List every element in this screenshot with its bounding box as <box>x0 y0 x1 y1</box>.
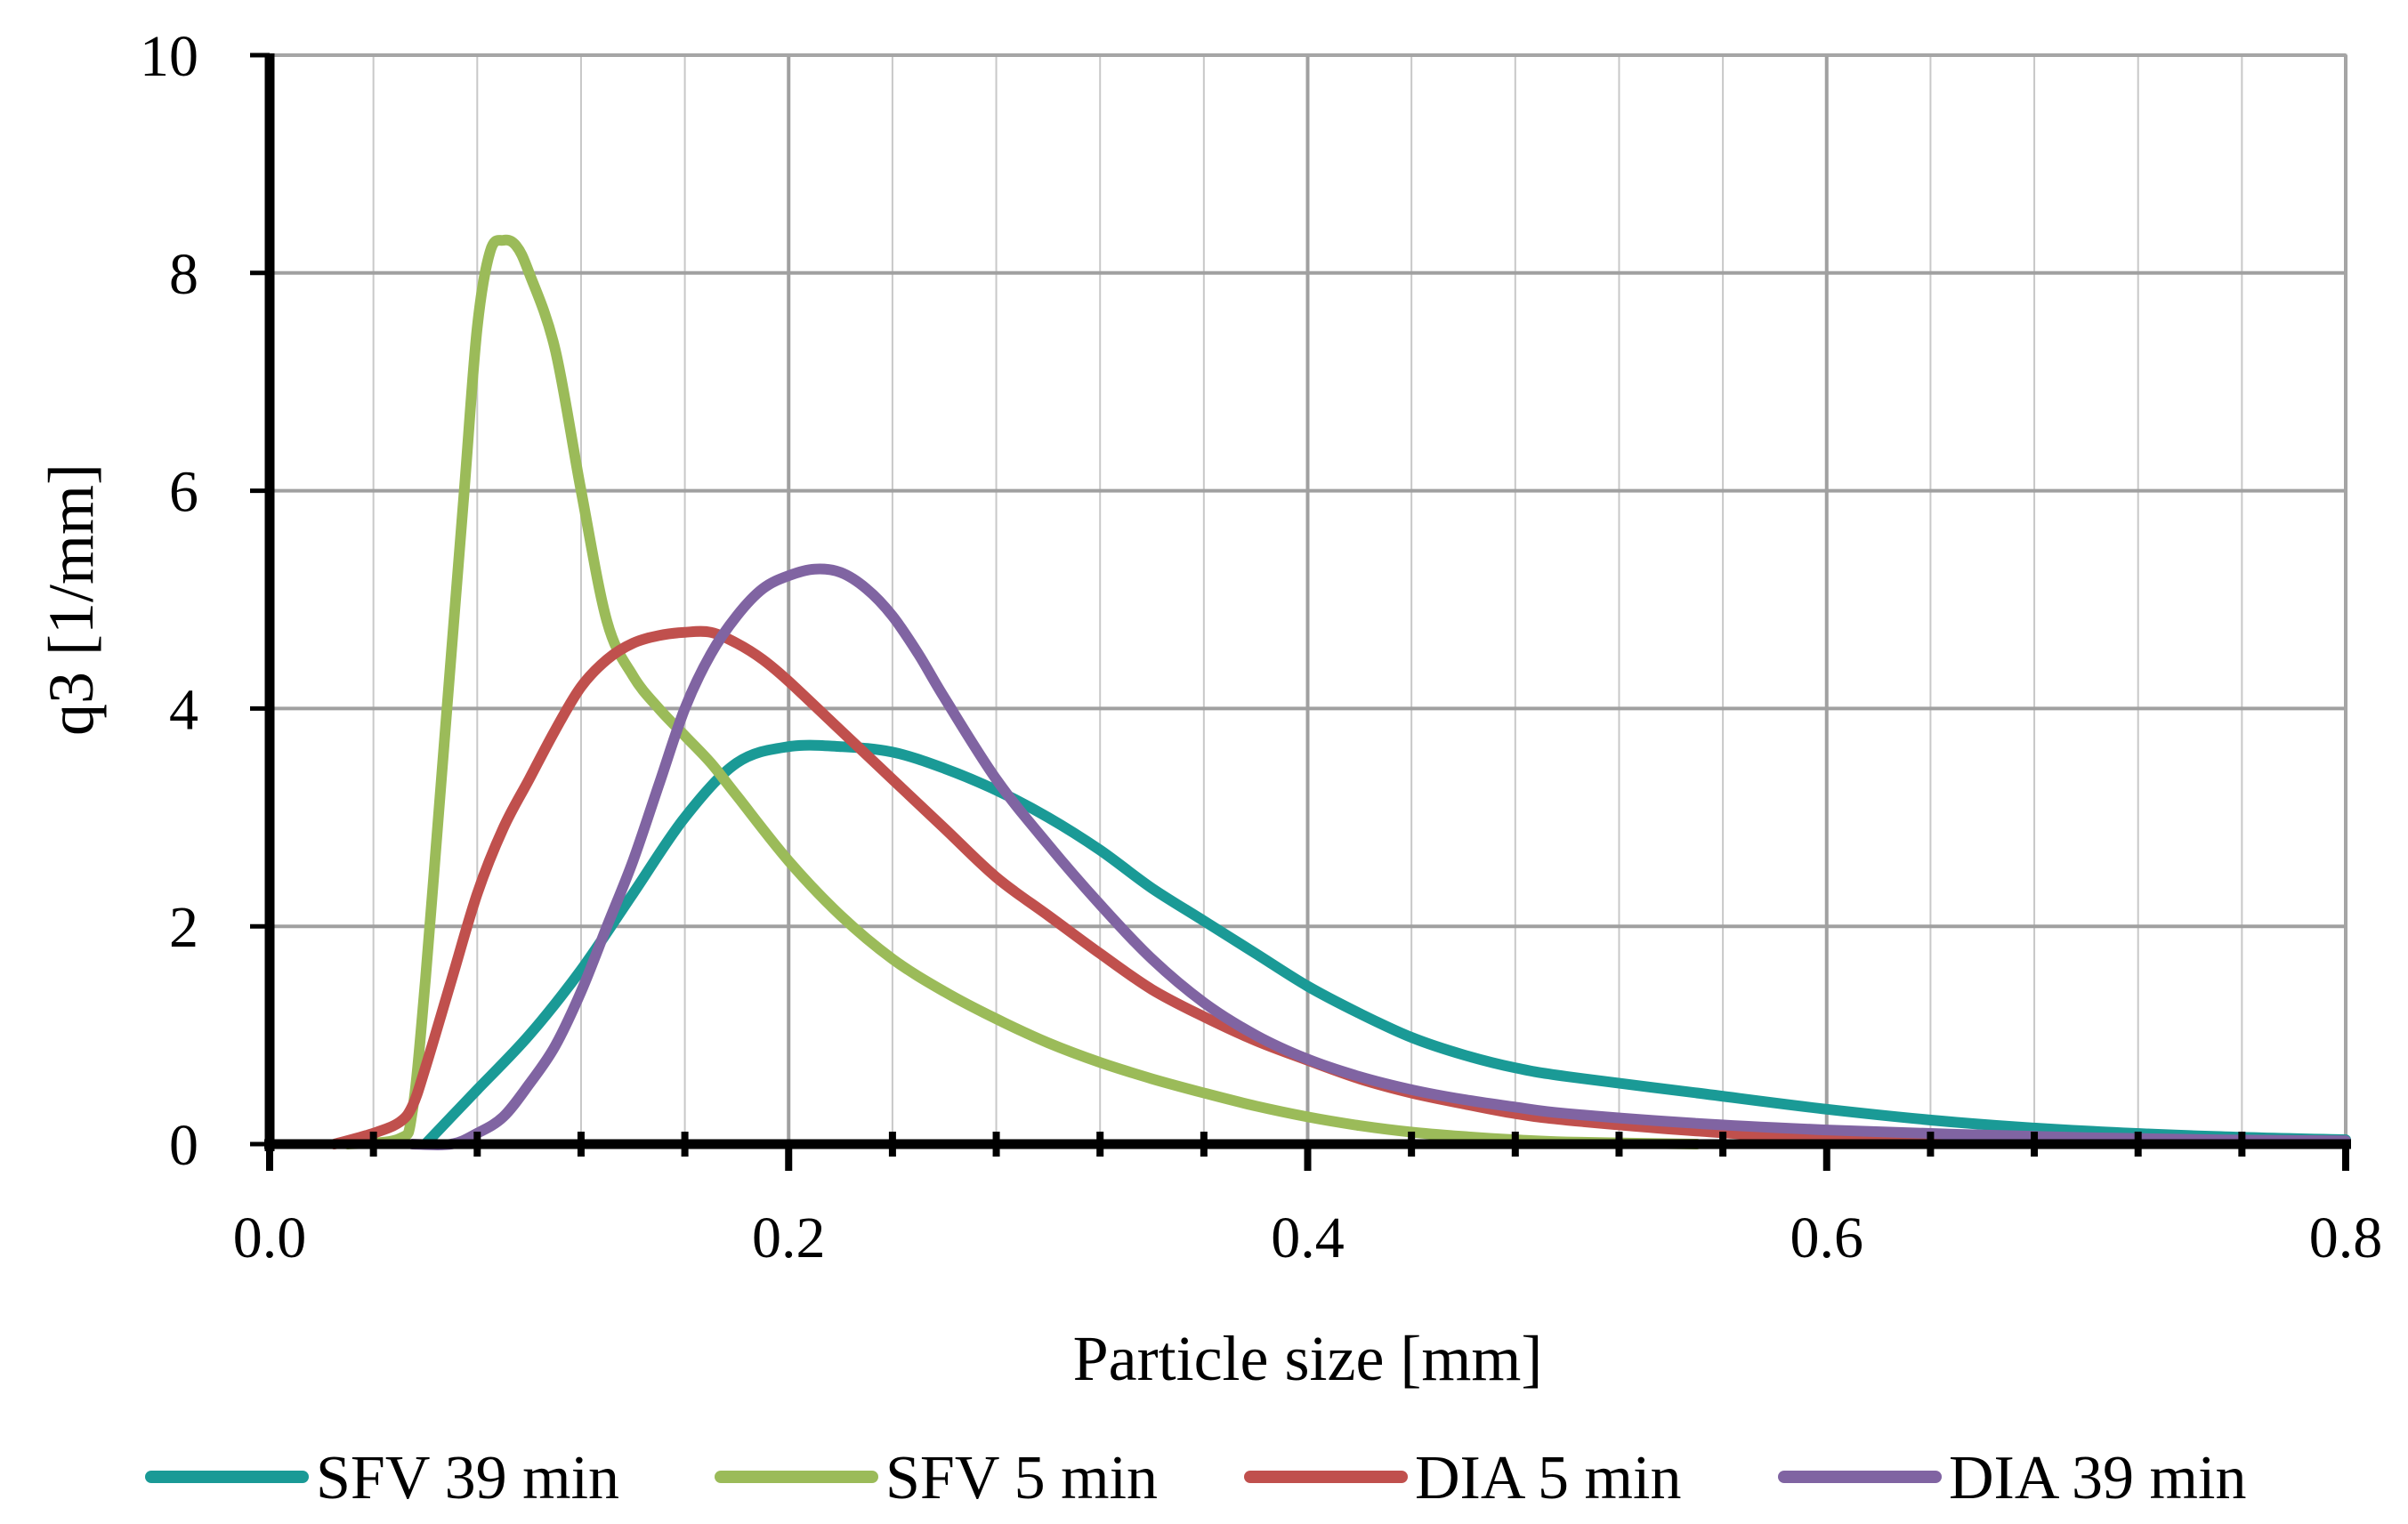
series-line-sfv-39-min <box>420 739 2351 1149</box>
x-tick-label: 0.6 <box>1790 1205 1864 1270</box>
legend-label-dia-39-min: DIA 39 min <box>1949 1444 2246 1512</box>
series-lines <box>328 234 2351 1150</box>
series-line-sfv-5-min <box>342 234 1702 1149</box>
x-tick-label: 0.0 <box>233 1205 307 1270</box>
legend: SFV 39 min SFV 5 min DIA 5 min DIA 39 min <box>145 1444 2246 1512</box>
x-tick-label: 0.8 <box>2309 1205 2383 1270</box>
x-tick-label: 0.4 <box>1271 1205 1345 1270</box>
legend-label-sfv-39-min: SFV 39 min <box>316 1444 619 1512</box>
series-line-dia-39-min <box>407 563 2351 1150</box>
y-tick-label: 4 <box>169 677 198 742</box>
axes <box>250 52 2351 1171</box>
series-line-dia-5-min <box>328 625 2351 1149</box>
y-tick-label: 8 <box>169 242 198 307</box>
legend-label-sfv-5-min: SFV 5 min <box>885 1444 1158 1512</box>
minor-gridlines <box>372 55 2243 1144</box>
tick-labels: 0.0 0.2 0.4 0.6 0.8 0 2 4 6 8 10 <box>140 24 2382 1270</box>
y-tick-label: 2 <box>169 895 198 960</box>
y-tick-label: 10 <box>140 24 198 89</box>
y-tick-label: 0 <box>169 1113 198 1178</box>
y-tick-label: 6 <box>169 460 198 525</box>
legend-label-dia-5-min: DIA 5 min <box>1415 1444 1681 1512</box>
x-axis-title: Particle size [mm] <box>1073 1323 1543 1394</box>
y-axis-title: q3 [1/mm] <box>36 464 107 736</box>
x-tick-label: 0.2 <box>752 1205 826 1270</box>
